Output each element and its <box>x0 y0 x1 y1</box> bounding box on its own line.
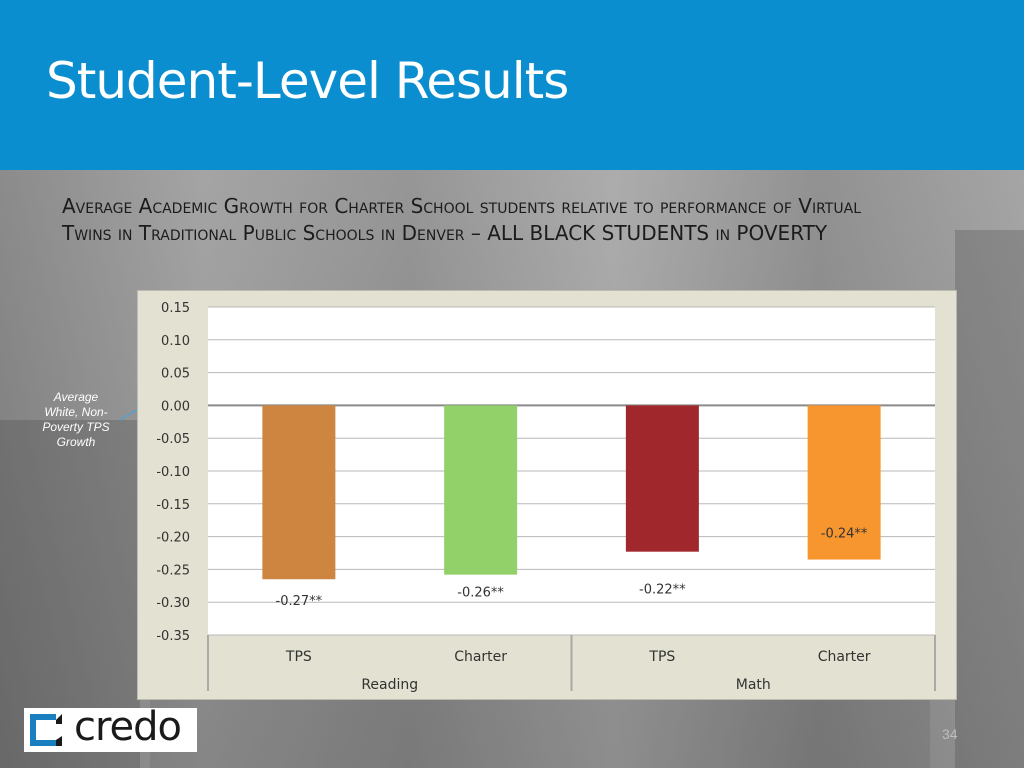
credo-logo-mark <box>26 710 66 750</box>
x-category-label: Charter <box>818 649 871 665</box>
x-group-label: Math <box>736 677 771 693</box>
x-category-label: Charter <box>454 649 507 665</box>
chart-subtitle: Average Academic Growth for Charter Scho… <box>62 194 861 245</box>
logo-text: credo <box>74 704 182 750</box>
y-tick-label: 0.05 <box>161 367 190 382</box>
y-tick-label: -0.30 <box>156 596 190 611</box>
data-label: -0.24** <box>821 527 868 542</box>
page-number: 34 <box>942 726 958 742</box>
x-group-label: Reading <box>361 677 418 693</box>
y-tick-label: -0.10 <box>156 465 190 480</box>
y-tick-label: -0.05 <box>156 432 190 447</box>
y-tick-label: 0.15 <box>161 301 190 316</box>
data-label: -0.27** <box>276 594 323 609</box>
x-category-label: TPS <box>648 649 675 665</box>
y-tick-label: 0.10 <box>161 334 190 349</box>
y-tick-label: -0.20 <box>156 531 190 546</box>
slide-title: Student-Level Results <box>46 52 569 110</box>
chart-frame: 0.15 0.10 0.05 0.00 -0.05 -0.10 -0.15 -0.20 -0.2… <box>137 290 957 700</box>
x-category-label: TPS <box>285 649 312 665</box>
bar <box>625 405 699 552</box>
y-tick-label: -0.35 <box>156 629 190 644</box>
data-label: -0.26** <box>457 586 504 601</box>
data-label: -0.22** <box>639 583 686 598</box>
y-tick-label: 0.00 <box>161 399 190 414</box>
credo-logo: credo <box>24 704 197 752</box>
y-tick-label: -0.15 <box>156 498 190 513</box>
bar-chart: 0.15 0.10 0.05 0.00 -0.05 -0.10 -0.15 -0.20 -0.2… <box>156 301 936 693</box>
bar <box>444 405 518 575</box>
bar <box>262 405 336 580</box>
baseline-annotation: Average White, Non-Poverty TPS Growth <box>42 390 110 449</box>
y-tick-label: -0.25 <box>156 563 190 578</box>
bar <box>807 405 881 560</box>
header-bar: Student-Level Results <box>0 0 1024 170</box>
